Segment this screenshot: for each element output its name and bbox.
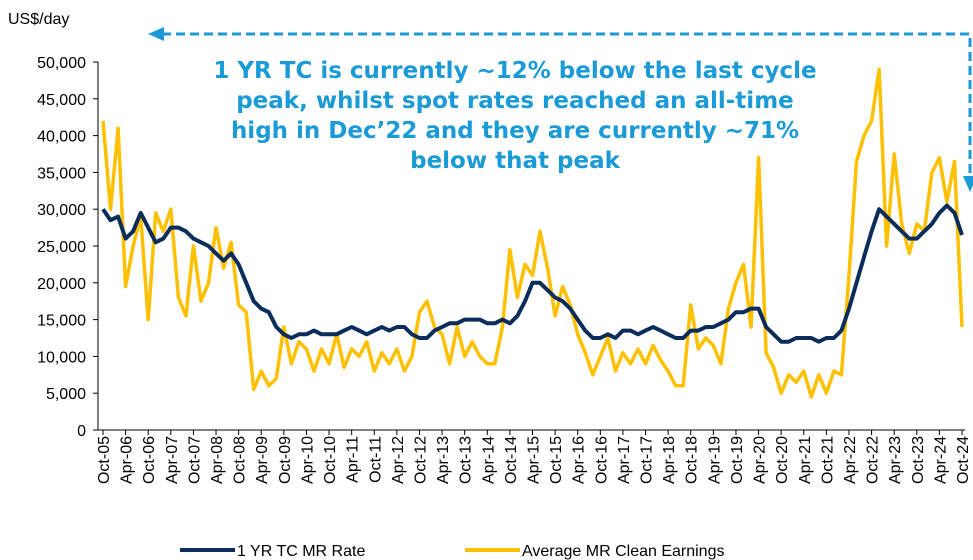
- x-tick-label: Oct-17: [639, 436, 656, 484]
- x-tick-label: Apr-13: [435, 436, 452, 484]
- x-tick-label: Apr-11: [345, 436, 362, 483]
- x-tick-label: Apr-15: [526, 436, 543, 484]
- y-tick-label: 45,000: [37, 92, 86, 109]
- x-tick-label: Apr-19: [706, 436, 723, 484]
- legend-label: 1 YR TC MR Rate: [237, 543, 365, 560]
- x-tick-label: Apr-24: [932, 436, 949, 484]
- x-tick-label: Apr-12: [390, 436, 407, 484]
- x-tick-label: Oct-10: [322, 436, 339, 484]
- y-tick-label: 10,000: [37, 349, 86, 366]
- annotation: below that peak: [410, 148, 620, 174]
- x-tick-label: Apr-09: [254, 436, 271, 484]
- x-tick-label: Apr-16: [571, 436, 588, 484]
- x-tick-label: Apr-21: [797, 436, 814, 484]
- x-tick-label: Oct-23: [910, 436, 927, 484]
- y-tick-label: 15,000: [37, 313, 86, 330]
- x-tick-label: Apr-22: [842, 436, 859, 484]
- x-tick-label: Apr-17: [616, 436, 633, 484]
- x-tick-label: Apr-14: [480, 436, 497, 484]
- x-tick-label: Apr-20: [752, 436, 769, 484]
- x-tick-label: Apr-06: [119, 436, 136, 484]
- x-tick-label: Oct-14: [503, 436, 520, 484]
- x-tick-label: Oct-24: [955, 436, 972, 484]
- series-line: [101, 203, 964, 344]
- series-line: [101, 67, 964, 399]
- x-tick-label: Oct-11: [367, 436, 384, 483]
- x-tick-label: Oct-05: [96, 436, 113, 484]
- x-tick-label: Oct-19: [729, 436, 746, 484]
- x-tick-label: Oct-07: [186, 436, 203, 484]
- x-tick-label: Oct-08: [232, 436, 249, 484]
- y-axis-label: US$/day: [8, 11, 69, 28]
- y-tick-label: 30,000: [37, 202, 86, 219]
- x-tick-label: Oct-15: [548, 436, 565, 484]
- y-tick-label: 50,000: [37, 55, 86, 72]
- x-tick-label: Apr-23: [887, 436, 904, 484]
- y-tick-label: 5,000: [46, 386, 86, 403]
- x-tick-label: Oct-12: [412, 436, 429, 484]
- x-tick-label: Oct-20: [774, 436, 791, 484]
- annotation-arrow: [162, 32, 972, 175]
- x-tick-label: Apr-07: [164, 436, 181, 484]
- x-tick-label: Apr-08: [209, 436, 226, 484]
- y-tick-label: 20,000: [37, 276, 86, 293]
- annotation: high in Dec’22 and they are currently ~7…: [231, 118, 799, 144]
- annotation: 1 YR TC is currently ~12% below the last…: [213, 58, 816, 84]
- arrow-head: [963, 176, 973, 192]
- annotation: peak, whilst spot rates reached an all-t…: [236, 88, 794, 114]
- y-tick-label: 0: [77, 423, 86, 440]
- x-tick-label: Apr-18: [661, 436, 678, 484]
- legend-label: Average MR Clean Earnings: [522, 543, 724, 560]
- x-tick-label: Oct-16: [593, 436, 610, 484]
- x-tick-label: Oct-18: [684, 436, 701, 484]
- x-tick-label: Oct-09: [277, 436, 294, 484]
- x-tick-label: Apr-10: [299, 436, 316, 484]
- y-tick-label: 35,000: [37, 165, 86, 182]
- x-tick-label: Oct-06: [141, 436, 158, 484]
- x-tick-label: Oct-13: [458, 436, 475, 484]
- y-tick-label: 25,000: [37, 239, 86, 256]
- x-tick-label: Oct-21: [819, 436, 836, 484]
- y-tick-label: 40,000: [37, 129, 86, 146]
- x-tick-label: Oct-22: [865, 436, 882, 484]
- arrow-head: [148, 27, 164, 41]
